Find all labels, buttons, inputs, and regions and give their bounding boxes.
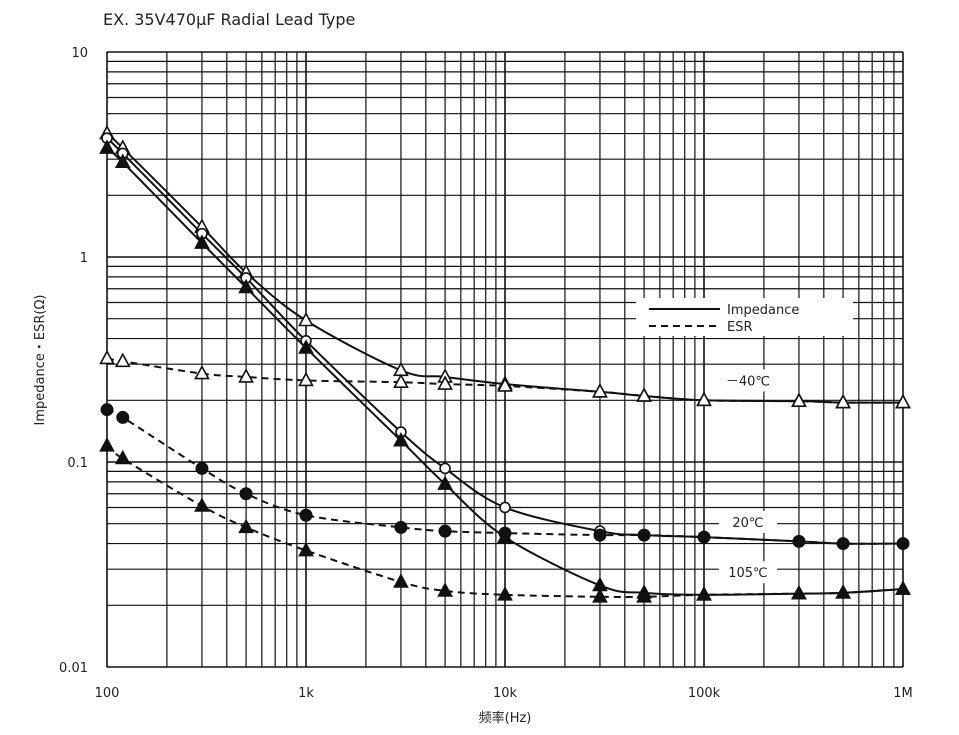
data-point-filled-triangle <box>114 153 131 169</box>
grid <box>106 51 904 668</box>
data-point-open-triangle <box>791 392 807 407</box>
data-point-filled-triangle <box>393 432 409 447</box>
y-tick-label: 10 <box>71 46 88 61</box>
data-point-open-triangle <box>497 377 513 392</box>
data-point-filled-circle <box>697 530 711 544</box>
data-point-filled-circle <box>100 403 114 417</box>
data-point-open-triangle <box>393 373 409 389</box>
data-point-filled-triangle <box>238 278 254 294</box>
annotation-background <box>718 510 777 533</box>
temperature-label: －40℃ <box>726 374 770 389</box>
y-tick-label: 0.01 <box>59 661 88 676</box>
legend: Impedance ESR <box>636 298 853 336</box>
data-point-filled-triangle <box>497 586 513 601</box>
data-point-open-triangle <box>895 393 911 409</box>
x-tick-label: 10k <box>493 686 518 701</box>
series-group <box>99 124 911 603</box>
data-point-filled-triangle <box>238 518 254 534</box>
x-tick-label: 1k <box>298 686 314 701</box>
temperature-label: 105℃ <box>728 566 767 581</box>
data-point-filled-triangle <box>437 475 453 490</box>
series-esr--40 <box>99 349 911 409</box>
data-point-filled-triangle <box>194 234 210 249</box>
data-point-filled-triangle <box>99 139 115 154</box>
legend-label-esr: ESR <box>727 320 753 335</box>
data-point-open-triangle <box>696 391 712 407</box>
y-tick-label: 0.1 <box>67 456 88 471</box>
data-point-open-triangle <box>437 375 453 390</box>
legend-label-impedance: Impedance <box>727 303 799 318</box>
legend-box <box>636 298 853 336</box>
data-point-open-triangle <box>298 371 314 387</box>
temperature-label: 20℃ <box>732 516 763 531</box>
data-point-filled-circle <box>239 487 253 501</box>
data-point-open-circle <box>439 462 451 475</box>
annotations: －40℃ 20℃ 105℃ <box>718 369 777 584</box>
data-point-filled-circle <box>593 528 607 542</box>
x-tick-label: 100 <box>95 686 120 701</box>
data-point-open-triangle <box>298 311 314 327</box>
data-point-filled-triangle <box>393 573 409 588</box>
data-point-open-triangle <box>835 393 851 409</box>
data-point-filled-triangle <box>592 588 608 603</box>
y-tick-label: 1 <box>80 251 88 266</box>
series-line <box>106 357 904 404</box>
data-point-filled-circle <box>299 508 313 522</box>
data-point-filled-triangle <box>114 449 131 465</box>
tick-labels: 100 1k 10k 100k 1M 10 1 0.1 0.01 <box>59 46 913 701</box>
data-point-filled-circle <box>195 461 209 475</box>
data-point-filled-triangle <box>497 528 513 543</box>
x-tick-label: 1M <box>893 686 913 701</box>
data-point-filled-circle <box>438 524 452 538</box>
data-point-filled-triangle <box>99 437 115 452</box>
data-point-filled-circle <box>637 528 651 542</box>
annotation-background <box>718 561 777 584</box>
data-point-open-triangle <box>592 383 608 398</box>
x-tick-label: 100k <box>688 686 721 701</box>
y-axis-label: Impedance・ESR(Ω) <box>33 295 48 426</box>
series-esr-20 <box>100 403 910 551</box>
data-point-filled-triangle <box>791 584 807 600</box>
data-point-open-triangle <box>99 349 115 365</box>
x-axis-label: 频率(Hz) <box>479 710 532 726</box>
data-point-filled-circle <box>394 520 408 534</box>
chart-title: EX. 35V470μF Radial Lead Type <box>103 10 355 29</box>
data-point-filled-circle <box>116 410 130 424</box>
data-point-filled-triangle <box>696 586 712 601</box>
data-point-open-triangle <box>194 364 210 380</box>
data-point-filled-triangle <box>636 588 652 603</box>
data-point-filled-triangle <box>437 582 453 597</box>
data-point-filled-circle <box>836 537 850 551</box>
data-point-filled-triangle <box>835 584 851 599</box>
data-point-filled-circle <box>896 537 910 551</box>
annotation-background <box>718 369 777 392</box>
data-point-filled-triangle <box>298 339 314 354</box>
data-point-filled-triangle <box>194 497 210 512</box>
data-point-filled-triangle <box>298 541 314 557</box>
data-point-open-triangle <box>114 352 131 368</box>
data-point-filled-circle <box>792 534 806 548</box>
data-point-filled-triangle <box>895 580 911 595</box>
series-esr-105 <box>99 437 911 603</box>
data-point-open-circle <box>499 501 511 514</box>
data-point-open-triangle <box>238 368 254 383</box>
data-point-open-triangle <box>636 387 652 402</box>
